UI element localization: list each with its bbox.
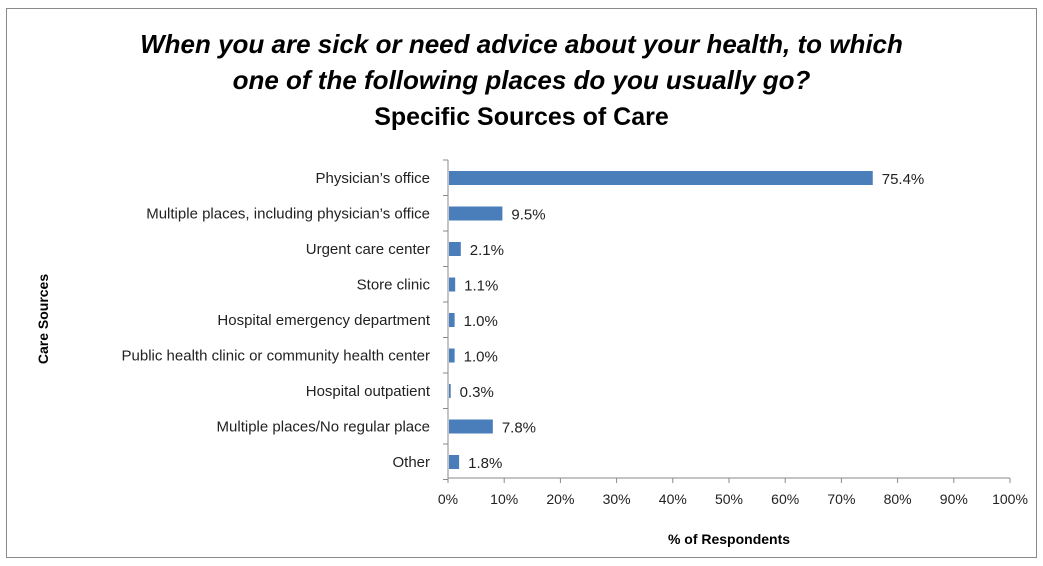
bar xyxy=(449,313,455,327)
chart-title-line-2: one of the following places do you usual… xyxy=(232,65,811,95)
category-label: Hospital outpatient xyxy=(306,383,431,400)
x-tick-label: 30% xyxy=(603,491,631,507)
bar xyxy=(449,348,455,363)
x-tick-label: 0% xyxy=(438,491,458,507)
bar xyxy=(449,277,456,292)
data-label: 1.1% xyxy=(464,278,498,295)
data-label: 0.3% xyxy=(460,384,494,401)
bar xyxy=(449,455,460,469)
data-label: 2.1% xyxy=(470,242,504,259)
category-label: Store clinic xyxy=(357,277,431,294)
chart-title: When you are sick or need advice about y… xyxy=(0,26,1043,98)
y-axis-title: Care Sources xyxy=(35,274,51,364)
bar xyxy=(449,171,873,185)
x-tick-label: 100% xyxy=(992,491,1028,507)
data-label: 1.0% xyxy=(464,349,498,366)
bar xyxy=(449,384,451,398)
bar xyxy=(449,242,461,256)
x-tick-label: 80% xyxy=(884,491,912,507)
x-tick-label: 70% xyxy=(827,491,855,507)
data-label: 75.4% xyxy=(882,171,925,188)
x-tick-label: 40% xyxy=(659,491,687,507)
x-tick-label: 60% xyxy=(771,491,799,507)
category-label: Multiple places/No regular place xyxy=(217,419,430,436)
chart-frame xyxy=(6,8,1037,558)
chart-subtitle: Specific Sources of Care xyxy=(374,103,669,131)
data-label: 1.0% xyxy=(464,313,498,330)
data-label: 9.5% xyxy=(511,207,545,224)
bar xyxy=(449,419,493,434)
category-label: Public health clinic or community health… xyxy=(122,348,430,365)
category-label: Hospital emergency department xyxy=(217,312,430,329)
chart-title-line-1: When you are sick or need advice about y… xyxy=(140,29,903,59)
category-label: Urgent care center xyxy=(306,241,430,258)
x-tick-label: 90% xyxy=(940,491,968,507)
x-tick-label: 50% xyxy=(715,491,743,507)
bar xyxy=(449,206,503,221)
category-label: Physician’s office xyxy=(315,170,430,187)
x-tick-label: 20% xyxy=(546,491,574,507)
x-axis-title: % of Respondents xyxy=(668,531,790,547)
data-label: 1.8% xyxy=(468,455,502,472)
category-label: Multiple places, including physician’s o… xyxy=(146,206,430,223)
x-tick-label: 10% xyxy=(490,491,518,507)
data-label: 7.8% xyxy=(502,420,536,437)
category-label: Other xyxy=(392,454,430,471)
